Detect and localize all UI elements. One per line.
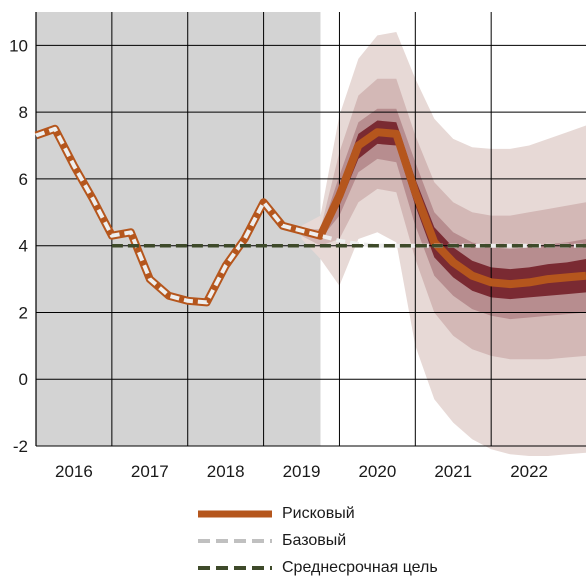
x-tick-label: 2016: [55, 462, 93, 481]
plot-area: -2 0 2 4 6 8 10 2016 2017 2018 2019 2020 2021 2022: [9, 12, 586, 481]
x-tick-label: 2020: [358, 462, 396, 481]
y-tick-label: 2: [19, 303, 28, 322]
legend: Рисковый Базовый Среднесрочная цель: [196, 500, 438, 581]
legend-swatch-base: [198, 538, 272, 543]
y-tick-label: 0: [19, 370, 28, 389]
legend-label-risk: Рисковый: [282, 504, 355, 522]
legend-label-target: Среднесрочная цель: [282, 558, 438, 576]
x-tick-label: 2021: [434, 462, 472, 481]
x-tick-label: 2018: [207, 462, 245, 481]
fan-band-inner: [301, 108, 586, 320]
y-tick-label: 6: [19, 170, 28, 189]
legend-swatch-target: [198, 565, 272, 570]
x-tick-label: 2022: [510, 462, 548, 481]
legend-swatch-risk: [198, 510, 272, 517]
legend-item-target: Среднесрочная цель: [196, 554, 438, 581]
history-shading: [36, 12, 321, 446]
y-tick-label: 10: [9, 36, 28, 55]
y-tick-label: 4: [19, 237, 28, 256]
x-tick-label: 2017: [131, 462, 169, 481]
legend-item-base: Базовый: [196, 527, 438, 554]
legend-item-risk: Рисковый: [196, 500, 438, 527]
legend-label-base: Базовый: [282, 531, 347, 549]
y-tick-label: -2: [13, 437, 28, 456]
series-base-line: [35, 126, 586, 305]
y-tick-label: 8: [19, 103, 28, 122]
x-tick-label: 2019: [283, 462, 321, 481]
